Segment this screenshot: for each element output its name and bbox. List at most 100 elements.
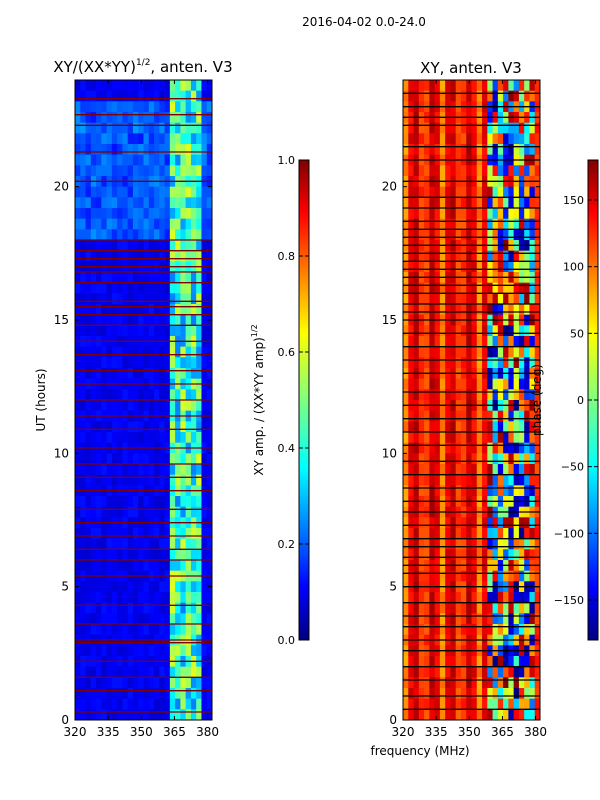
amp-cell [138, 293, 145, 305]
phase-cell [450, 293, 457, 305]
amp-cell [185, 229, 192, 241]
phase-cell [487, 517, 494, 529]
amp-cell [148, 368, 155, 380]
phase-cell [424, 432, 430, 444]
amp-cell [159, 538, 166, 550]
phase-cell [482, 250, 488, 262]
amp-cell [159, 389, 166, 401]
amp-cell [185, 293, 192, 305]
amp-cell [190, 186, 197, 198]
phase-cell [413, 517, 420, 529]
phase-cell [482, 570, 488, 582]
amp-cell [75, 506, 81, 518]
phase-cell [424, 698, 430, 710]
phase-cell [455, 624, 462, 636]
amp-cell [111, 122, 118, 134]
phase-colorbar-label: phase (deg) [530, 364, 544, 436]
phase-cell [466, 133, 473, 145]
phase-cell [503, 325, 509, 337]
amp-cell [85, 122, 92, 134]
amp-cell [164, 496, 171, 508]
phase-cell [445, 549, 452, 561]
amp-cell [101, 474, 108, 486]
phase-cell [508, 80, 515, 92]
amp-cell [143, 474, 150, 486]
amp-cell [196, 421, 203, 433]
amp-cell [101, 144, 108, 156]
phase-cell [450, 261, 457, 273]
phase-cell [471, 218, 478, 230]
amp-cell [96, 325, 102, 337]
phase-cell [455, 218, 462, 230]
phase-cell [482, 709, 488, 720]
phase-cell [508, 549, 515, 561]
phase-cell [524, 602, 531, 614]
phase-cell [476, 325, 483, 337]
phase-cell [476, 656, 483, 668]
phase-cell [524, 90, 531, 102]
phase-cell [508, 688, 515, 700]
phase-cell [408, 474, 415, 486]
amp-cell [75, 688, 81, 700]
amp-cell [159, 112, 166, 124]
phase-cell [455, 282, 462, 294]
phase-cell [471, 250, 478, 262]
phase-cell [497, 538, 504, 550]
phase-cell [508, 293, 515, 305]
amp-cell [201, 122, 208, 134]
phase-cell [445, 613, 452, 625]
phase-cell [529, 90, 536, 102]
amp-cell [132, 240, 139, 252]
phase-cell [471, 464, 478, 476]
amp-cell [127, 165, 134, 177]
phase-cell [429, 698, 436, 710]
phase-cell [403, 336, 409, 348]
amp-cell [164, 197, 171, 209]
phase-cell [424, 538, 430, 550]
amp-cell [143, 293, 150, 305]
phase-cell [403, 282, 409, 294]
phase-cell [413, 346, 420, 358]
phase-cell [529, 698, 536, 710]
y-tick-label: 15 [54, 313, 69, 327]
amp-cell [101, 560, 108, 572]
phase-cell [487, 218, 494, 230]
phase-cell [487, 698, 494, 710]
phase-cell [497, 133, 504, 145]
phase-cell [445, 293, 452, 305]
phase-cell [524, 250, 531, 262]
phase-cell [529, 570, 536, 582]
amp-cell [111, 304, 118, 316]
phase-cell [513, 346, 520, 358]
amp-cell [90, 698, 97, 710]
amp-cell [169, 229, 176, 241]
phase-cell [476, 602, 483, 614]
amp-cell [159, 624, 166, 636]
phase-cell [418, 592, 425, 604]
phase-cell [476, 186, 483, 198]
phase-cell [482, 528, 488, 540]
amp-cell [175, 229, 181, 241]
amp-cell [206, 208, 212, 220]
phase-cell [403, 261, 409, 273]
phase-cell [487, 144, 494, 156]
amp-cell [90, 101, 97, 113]
phase-cell [524, 570, 531, 582]
phase-cell [445, 378, 452, 390]
amp-cell [196, 122, 203, 134]
amp-cell [190, 80, 197, 92]
phase-cell [529, 346, 536, 358]
amp-cell [148, 346, 155, 358]
phase-cell [439, 549, 446, 561]
phase-cell [534, 165, 540, 177]
amp-cell [111, 314, 118, 326]
amp-cell [85, 346, 92, 358]
phase-cell [503, 186, 509, 198]
amp-cell [169, 549, 176, 561]
amp-cell [96, 346, 102, 358]
phase-cell [492, 453, 499, 465]
phase-cell [434, 677, 441, 689]
phase-cell [524, 378, 531, 390]
phase-cell [466, 666, 473, 678]
